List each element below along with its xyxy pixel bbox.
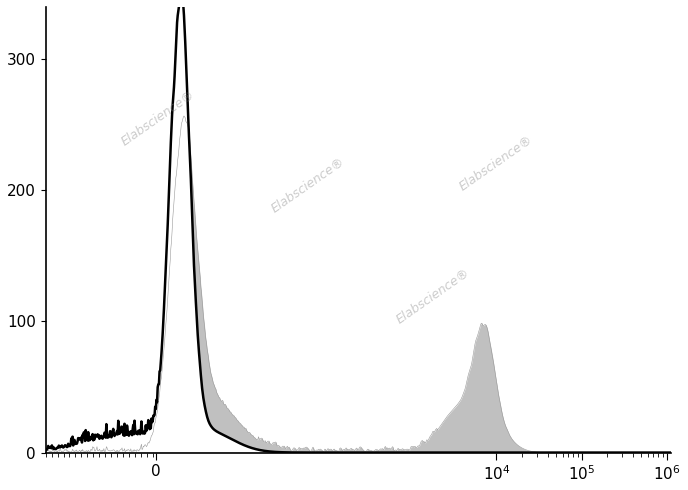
- Text: Elabscience®: Elabscience®: [119, 88, 197, 148]
- Text: Elabscience®: Elabscience®: [394, 267, 473, 327]
- Text: Elabscience®: Elabscience®: [457, 133, 535, 193]
- Text: Elabscience®: Elabscience®: [269, 155, 347, 215]
